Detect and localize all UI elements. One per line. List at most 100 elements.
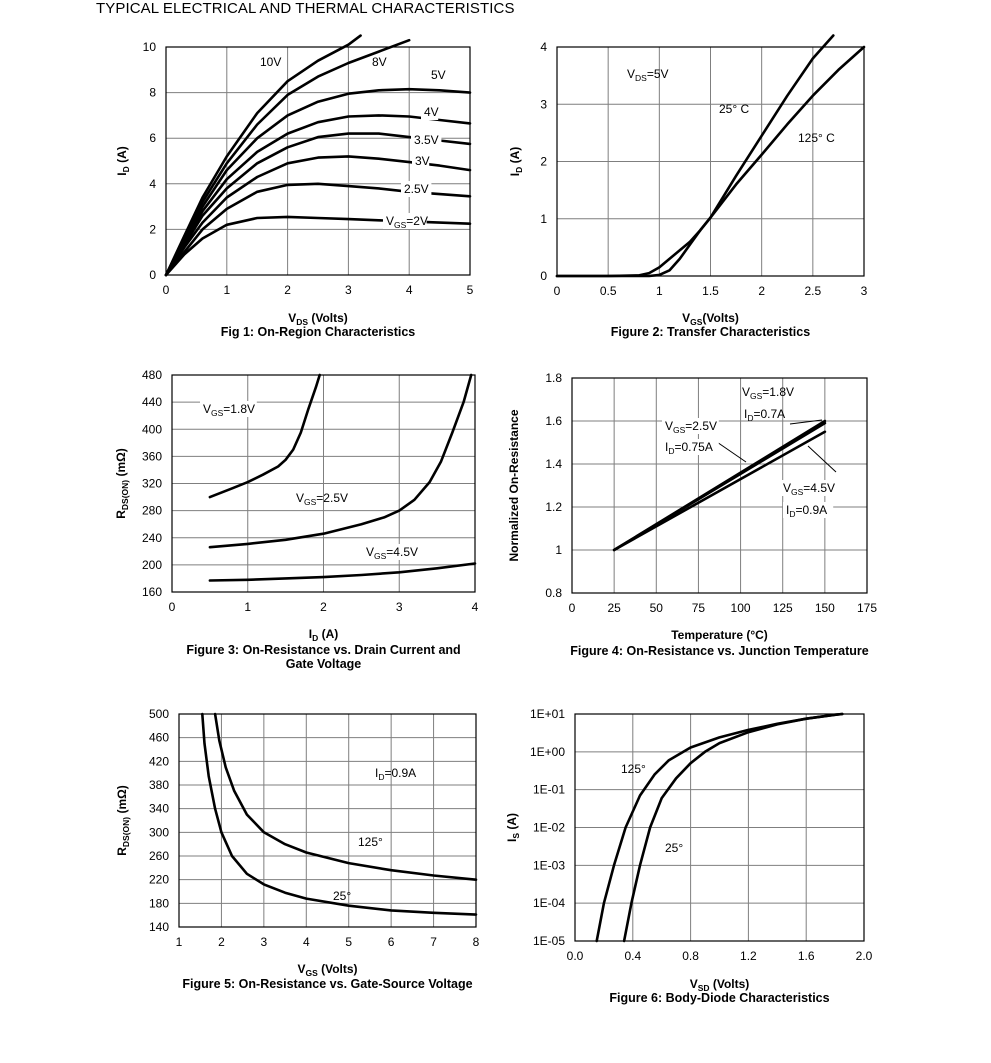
y-tick-label: 8 [149,86,156,100]
x-axis-label: VDS (Volts) [288,311,348,327]
annotation-label: ID=0.75A [665,440,713,456]
y-tick-label: 1E-05 [533,934,565,948]
x-tick-label: 2.0 [856,949,873,963]
y-tick-label: 1E-04 [533,896,565,910]
series-line [555,45,866,278]
figure-caption: Figure 4: On-Resistance vs. Junction Tem… [570,644,869,658]
fig5-chart: 1 2 3 4 5 6 7 8 140 180 220 260 300 340 380 420 460 500 ID… [115,707,480,991]
annotation-label: VGS=2.5V [296,491,348,507]
x-tick-label: 3 [261,935,268,949]
annotation-label: 125° [621,762,646,776]
x-tick-label: 8 [473,935,480,949]
x-tick-label: 4 [406,283,413,297]
annotation-label: VDS=5V [627,67,669,83]
x-tick-label: 2 [758,284,765,298]
y-axis-label: IS (A) [505,813,521,842]
x-tick-label: 0 [163,283,170,297]
plot-frame [571,377,868,594]
x-tick-label: 0.0 [567,949,584,963]
series-line [164,114,472,277]
x-tick-label: 1.6 [798,949,815,963]
annotation-label: 10V [260,55,281,69]
leader-line [713,439,747,463]
y-tick-label: 340 [149,802,169,816]
fig2-chart: 0 0.5 1 1.5 2 2.5 3 0 1 2 3 4 VDS=5V 25° C 125° C VGS(V… [508,34,868,339]
y-tick-label: 1E-01 [533,783,565,797]
annotation-label: VGS=4.5V [366,545,418,561]
x-tick-label: 1 [223,283,230,297]
y-tick-label: 500 [149,707,169,721]
fig3-chart: 0 1 2 3 4 160 200 240 280 320 360 400 440 480 VGS=1.8V… [114,368,479,671]
y-axis-label: Normalized On-Resistance [507,409,521,561]
x-tick-label: 75 [692,601,706,615]
annotation-label: 125° [358,835,383,849]
leader-line [807,445,837,473]
annotation-label: VGS=1.8V [203,402,255,418]
y-tick-label: 200 [142,558,162,572]
annotation-bg [421,104,439,120]
annotation-bg [401,181,432,197]
fig1-chart: 0 1 2 3 4 5 0 2 4 6 8 10 10V 8V 5V 4V 3.5V 3V 2.5V VGS=2V VD… [115,34,474,339]
x-tick-label: 150 [815,601,835,615]
plot-frame [178,713,477,928]
annotation-label: 3.5V [414,133,439,147]
y-tick-label: 2 [149,222,156,236]
y-tick-label: 1 [540,212,547,226]
x-tick-label: 3 [861,284,868,298]
y-tick-label: 1E-02 [533,821,565,835]
x-tick-label: 0.5 [600,284,617,298]
y-tick-label: 400 [142,422,162,436]
y-tick-label: 6 [149,131,156,145]
series-line [208,562,477,582]
x-tick-label: 6 [388,935,395,949]
x-tick-label: 5 [467,283,474,297]
figure-caption: Figure 3: On-Resistance vs. Drain Curren… [186,643,460,657]
y-tick-label: 4 [149,177,156,191]
x-tick-label: 0.4 [624,949,641,963]
y-tick-label: 160 [142,585,162,599]
x-tick-label: 1.2 [740,949,757,963]
annotation-bg [363,544,420,560]
y-tick-label: 2 [540,155,547,169]
x-tick-label: 1 [244,600,251,614]
annotation-label: VGS=2V [386,214,428,230]
y-tick-label: 300 [149,825,169,839]
page-title: TYPICAL ELECTRICAL AND THERMAL CHARACTER… [96,0,515,17]
annotation-bg [662,439,719,455]
y-tick-label: 3 [540,97,547,111]
annotation-bg [412,153,430,169]
annotation-label: 125° C [798,131,835,145]
x-tick-label: 1 [656,284,663,298]
y-tick-label: 1.6 [545,414,562,428]
y-tick-label: 480 [142,368,162,382]
y-tick-label: 1.4 [545,457,562,471]
annotation-label: 8V [372,55,387,69]
y-tick-label: 0 [149,268,156,282]
annotation-label: 25° C [719,102,749,116]
y-tick-label: 240 [142,531,162,545]
annotation-label: 25° [333,889,351,903]
annotation-label: VGS=4.5V [783,481,835,497]
annotation-bg [783,502,834,518]
x-axis-label: Temperature (°C) [671,628,768,642]
y-tick-label: 1E-03 [533,858,565,872]
series-line [612,430,827,552]
annotation-label: ID=0.9A [786,503,827,519]
series-line [164,87,472,277]
series-line [555,34,835,278]
y-tick-label: 1E+01 [530,707,565,721]
y-tick-label: 380 [149,778,169,792]
x-tick-label: 2 [284,283,291,297]
y-tick-label: 0.8 [545,586,562,600]
annotation-label: 4V [424,105,439,119]
figure-caption-line2: Gate Voltage [286,657,362,671]
x-axis-label: VGS (Volts) [297,962,357,978]
y-tick-label: 220 [149,873,169,887]
y-tick-label: 440 [142,395,162,409]
y-axis-label: ID (A) [508,147,524,176]
x-tick-label: 3 [396,600,403,614]
annotation-label: VGS=2.5V [665,419,717,435]
annotation-bg [780,480,837,496]
annotation-label: 25° [665,841,683,855]
